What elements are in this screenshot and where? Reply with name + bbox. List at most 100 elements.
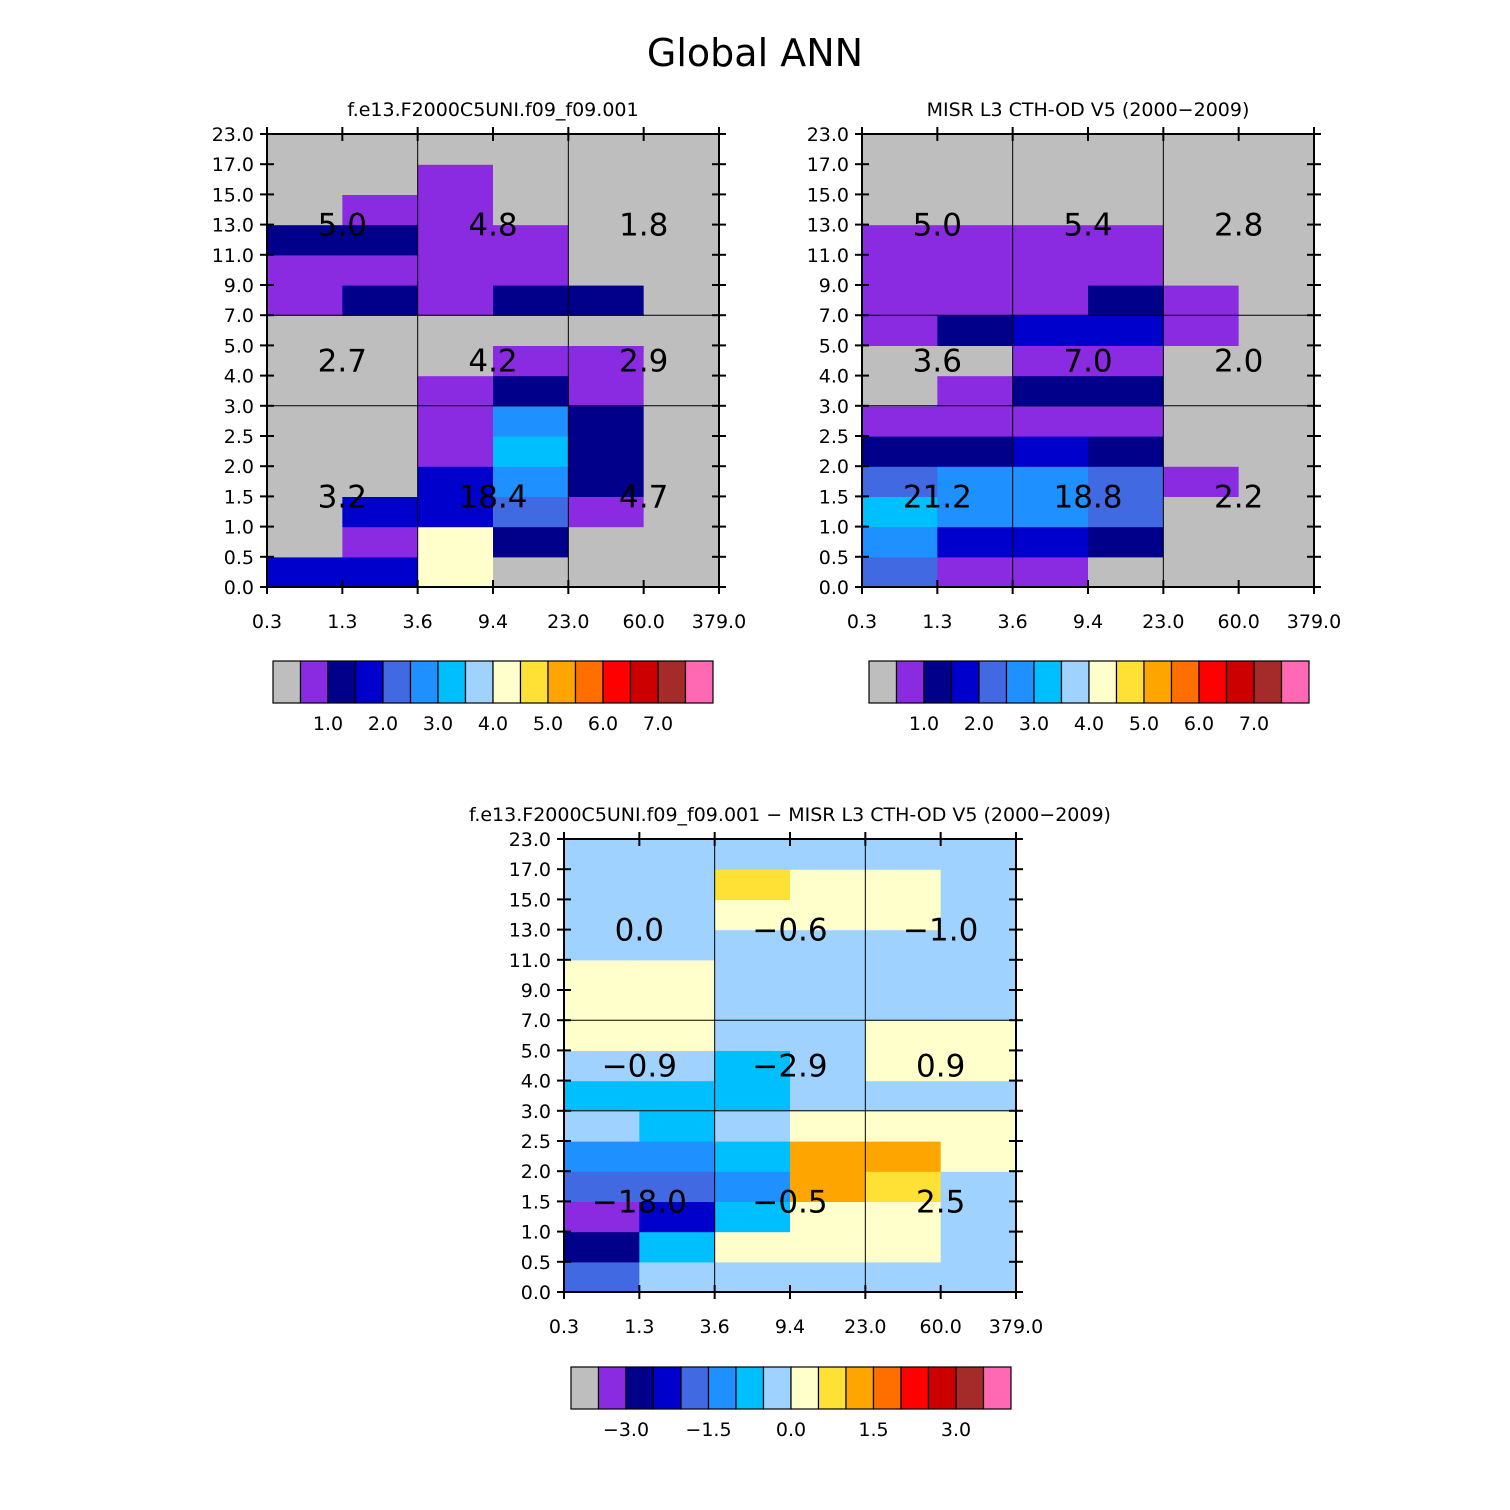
y-tick-label: 9.0 xyxy=(224,275,254,297)
region-total-label: 1.8 xyxy=(619,208,668,244)
x-tick-label: 9.4 xyxy=(478,611,508,633)
region-total-label: 2.8 xyxy=(1214,208,1263,244)
heatmap-cell xyxy=(1088,375,1164,407)
colorbar-swatch xyxy=(652,1366,682,1410)
y-tick-label: 3.0 xyxy=(521,1101,551,1123)
colorbar-swatch xyxy=(900,1366,930,1410)
y-tick-label: 5.0 xyxy=(521,1040,551,1062)
heatmap-cell xyxy=(937,466,1014,497)
heatmap-cell xyxy=(940,1050,1017,1082)
heatmap-cell xyxy=(1012,375,1089,407)
colorbar-swatch xyxy=(382,660,412,704)
heatmap-cell xyxy=(417,134,494,165)
heatmap-cell xyxy=(862,436,938,467)
heatmap-cell xyxy=(714,1231,791,1263)
heatmap-cell xyxy=(342,134,419,165)
heatmap-cell xyxy=(1163,436,1240,467)
heatmap-cell xyxy=(865,959,942,991)
heatmap-cell xyxy=(865,1171,942,1202)
heatmap-cell xyxy=(940,959,1017,991)
heatmap-cell xyxy=(643,315,720,346)
colorbar-swatch xyxy=(1225,660,1255,704)
figure-title: Global ANN xyxy=(647,31,863,75)
y-tick-label: 1.5 xyxy=(224,486,254,508)
heatmap-cell xyxy=(568,285,645,316)
heatmap-cell xyxy=(417,254,494,286)
colorbar-swatch xyxy=(927,1366,957,1410)
heatmap-cell xyxy=(1088,164,1164,195)
heatmap-cell xyxy=(417,405,494,437)
heatmap-cell xyxy=(865,1020,942,1051)
x-tick-label: 60.0 xyxy=(1218,611,1260,633)
heatmap-cell xyxy=(790,1080,866,1112)
heatmap-cell xyxy=(564,1080,640,1112)
heatmap-cell xyxy=(568,164,645,195)
heatmap-cell xyxy=(1012,405,1089,437)
heatmap-cell xyxy=(643,496,720,528)
heatmap-cell xyxy=(937,134,1014,165)
y-tick-label: 1.5 xyxy=(521,1191,551,1213)
heatmap-cell xyxy=(1163,164,1240,195)
heatmap-cell xyxy=(790,839,866,870)
region-total-label: 3.6 xyxy=(913,344,962,380)
heatmap-cell xyxy=(1163,194,1240,226)
colorbar-label: 6.0 xyxy=(588,713,618,735)
y-tick-label: 13.0 xyxy=(807,215,849,237)
heatmap-cell xyxy=(862,194,938,226)
y-tick-label: 3.0 xyxy=(819,396,849,418)
colorbar-label: 0.0 xyxy=(776,1419,806,1441)
heatmap-cell xyxy=(643,466,720,497)
heatmap-cell xyxy=(417,224,494,256)
region-total-label: 0.0 xyxy=(615,913,664,949)
heatmap-cell xyxy=(1163,556,1240,588)
y-tick-label: 1.5 xyxy=(819,486,849,508)
x-tick-label: 3.6 xyxy=(700,1316,730,1338)
heatmap-cell xyxy=(643,345,720,377)
heatmap-cell xyxy=(342,285,419,316)
heatmap-cell xyxy=(1238,375,1315,407)
heatmap-cell xyxy=(1163,405,1240,437)
heatmap-cell xyxy=(267,375,343,407)
heatmap-cell xyxy=(342,466,419,497)
heatmap-cell xyxy=(940,1110,1017,1142)
colorbar-swatch xyxy=(707,1366,737,1410)
heatmap-cell xyxy=(1238,134,1315,165)
heatmap-cell xyxy=(267,436,343,467)
region-total-label: 2.9 xyxy=(619,344,668,380)
colorbar-swatch xyxy=(762,1366,792,1410)
region-total-label: 2.5 xyxy=(916,1184,965,1220)
heatmap-cell xyxy=(1012,254,1089,286)
colorbar-swatch xyxy=(845,1366,875,1410)
heatmap-cell xyxy=(940,990,1017,1021)
heatmap-cell xyxy=(1012,164,1089,195)
panel-title: f.e13.F2000C5UNI.f09_f09.001 xyxy=(347,99,638,121)
colorbar-swatch xyxy=(629,660,659,704)
y-tick-label: 4.0 xyxy=(521,1071,551,1093)
heatmap-cell xyxy=(940,839,1017,870)
heatmap-cell xyxy=(862,285,938,316)
heatmap-cell xyxy=(862,345,938,377)
colorbar-swatch xyxy=(680,1366,710,1410)
heatmap-cell xyxy=(714,1110,791,1142)
colorbar-label: 2.0 xyxy=(368,713,398,735)
heatmap-cell xyxy=(342,405,419,437)
x-tick-label: 379.0 xyxy=(989,1316,1043,1338)
region-total-label: −18.0 xyxy=(592,1184,687,1220)
region-total-label: 4.8 xyxy=(468,208,517,244)
colorbar-swatch xyxy=(1198,660,1228,704)
heatmap-cell xyxy=(1163,254,1240,286)
heatmap-cell xyxy=(1012,345,1089,377)
heatmap-cell xyxy=(862,254,938,286)
x-tick-label: 23.0 xyxy=(547,611,589,633)
heatmap-cell xyxy=(1012,556,1089,588)
heatmap-cell xyxy=(267,254,343,286)
colorbar-swatch xyxy=(272,660,302,704)
y-tick-label: 0.5 xyxy=(521,1252,551,1274)
heatmap-cell xyxy=(564,929,640,961)
heatmap-cell xyxy=(790,1231,866,1263)
heatmap-cell xyxy=(643,556,720,588)
heatmap-cell xyxy=(267,164,343,195)
heatmap-cell xyxy=(564,1261,640,1293)
x-tick-label: 0.3 xyxy=(847,611,877,633)
region-total-label: 2.0 xyxy=(1214,344,1263,380)
